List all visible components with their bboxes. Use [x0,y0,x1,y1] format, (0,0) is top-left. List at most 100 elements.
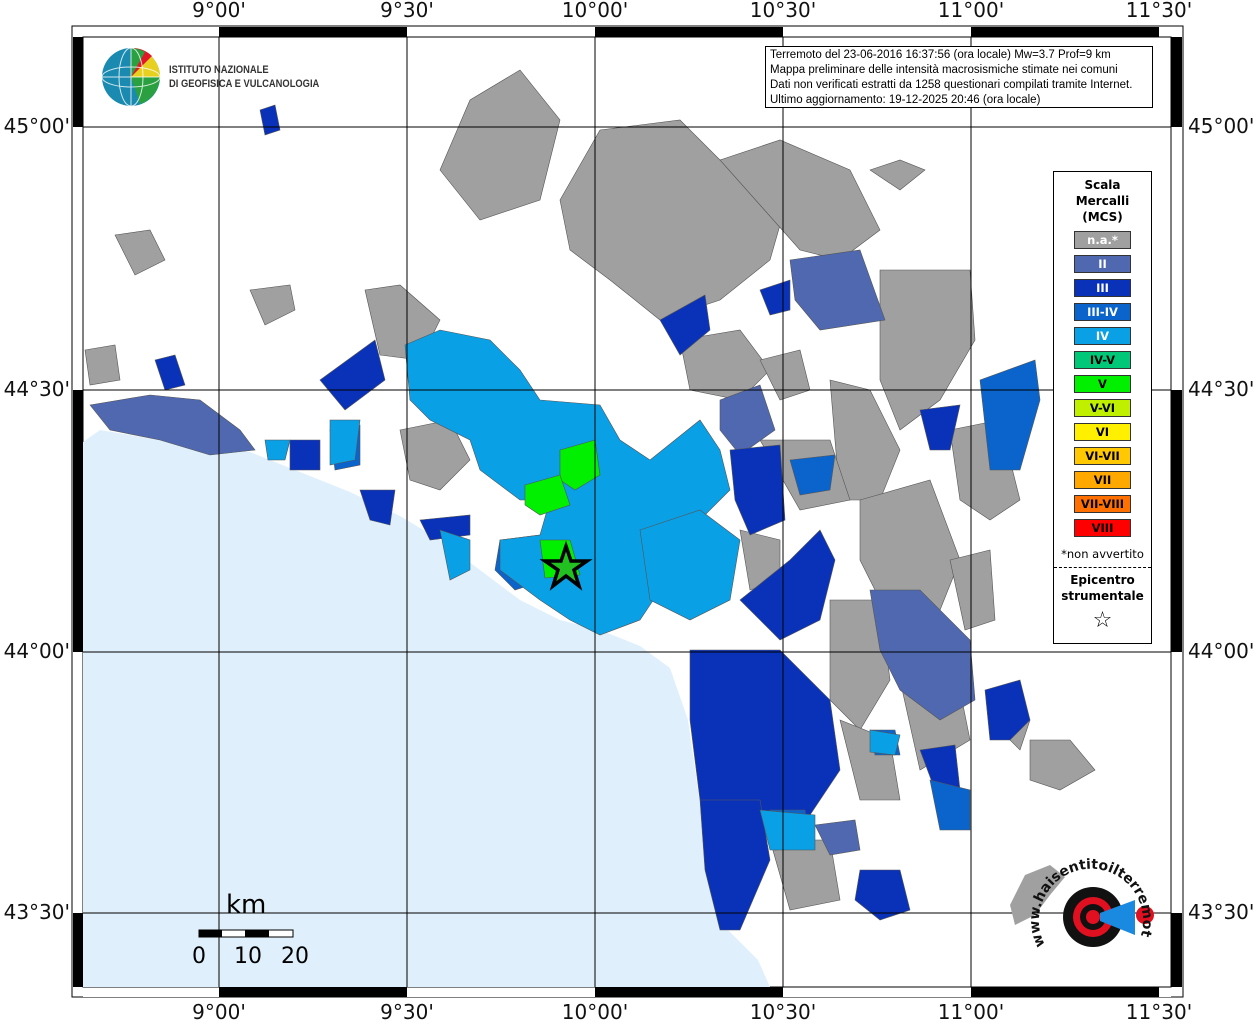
event-info-box: Terremoto del 23-06-2016 16:37:56 (ora l… [765,46,1153,108]
epicenter-label-line: strumentale [1061,589,1144,603]
scale-tick: 20 [281,944,309,969]
municipality [869,589,976,721]
municipality [699,799,771,931]
municipality [719,139,881,261]
legend-title-line: Scala [1084,178,1121,192]
municipality [249,284,296,326]
legend-divider [1054,567,1151,568]
axis-label: 9°00' [192,1000,246,1024]
ingv-globe-logo [101,47,161,107]
axis-label: 9°30' [380,0,434,22]
frame-segment [219,27,407,37]
frame-segment [73,913,83,987]
scale-unit: km [226,890,267,920]
legend-swatch: III-IV [1074,303,1131,321]
map-frame [73,27,1182,997]
legend-swatch: VI [1074,423,1131,441]
epicenter-label: Epicentro strumentale [1054,572,1151,604]
municipality [1029,739,1096,791]
sea [83,430,770,987]
municipality [639,509,741,621]
municipality [329,419,361,466]
frame-segment [407,987,595,997]
axis-label: 11°00' [937,1000,1005,1024]
municipality [154,354,186,391]
frame-segment [1159,27,1171,37]
municipality [719,384,776,456]
axis-label: 45°00' [3,114,70,138]
legend-swatch: VII-VIII [1074,495,1131,513]
municipality [114,229,166,276]
frame-segment [595,27,783,37]
axis-label: 44°30' [1188,377,1255,401]
legend-swatch: V-VI [1074,399,1131,417]
legend-swatch: n.a.* [1074,231,1131,249]
municipality [739,529,836,641]
legend-swatch: IV-V [1074,351,1131,369]
municipality [729,444,786,536]
municipality [264,439,291,461]
legend-swatch: VII [1074,471,1131,489]
axis-label: 43°30' [1188,900,1255,924]
municipality [679,329,771,401]
municipality [659,294,711,356]
axis-label: 10°30' [749,1000,817,1024]
legend-note: *non avvertito [1061,547,1144,561]
legend: Scala Mercalli (MCS) n.a.* II III III-IV IV I… [1053,171,1152,644]
legend-swatch: III [1074,279,1131,297]
info-line: Terremoto del 23-06-2016 16:37:56 (ora l… [770,49,1111,61]
legend-title: Scala Mercalli (MCS) [1054,177,1151,225]
frame-segment [407,27,595,37]
graticule [83,37,1171,987]
axis-label: 44°30' [3,377,70,401]
frame-segment [1171,37,1182,127]
frame-segment [783,27,971,37]
axis-label: 43°30' [3,900,70,924]
axis-label: 9°00' [192,0,246,22]
municipality [869,729,901,756]
legend-swatch: II [1074,255,1131,273]
municipality [289,439,321,471]
frame-segment [219,987,407,997]
legend-title-line: Mercalli [1075,194,1130,208]
municipality [789,454,836,496]
legend-swatch: VI-VII [1074,447,1131,465]
legend-swatch: VIII [1074,519,1131,537]
frame-segment [783,987,971,997]
logo-line: ISTITUTO NAZIONALE [169,64,269,76]
axis-label: 44°00' [3,639,70,663]
municipality [89,394,256,456]
epicenter-star [539,540,593,591]
municipality [789,249,886,331]
municipality [419,514,471,541]
municipality [949,549,996,631]
epicenter-label-line: Epicentro [1070,573,1135,587]
scale-tick: 0 [192,944,206,969]
frame-segment [971,27,1159,37]
frame-segment [1171,913,1182,987]
scale-tick: 10 [234,944,262,969]
axis-label: 45°00' [1188,114,1255,138]
frame-segment [1159,987,1171,997]
haisentito-logo: www.haisentitoilterremoto.it [1005,855,1155,950]
municipality [359,489,396,526]
municipality [979,359,1041,471]
frame-segment [595,987,783,997]
axis-label: 10°00' [561,0,629,22]
frame-segment [73,652,83,913]
logo-line: DI GEOFISICA E VULCANOLOGIA [169,78,320,90]
municipality [524,474,571,516]
municipality [319,339,386,411]
municipality [759,809,816,851]
frame-segment [971,987,1159,997]
legend-swatch: V [1074,375,1131,393]
info-line: Mappa preliminare delle intensità macros… [770,64,1118,76]
axis-label: 11°30' [1125,1000,1193,1024]
frame-segment [83,987,219,997]
axis-label: 11°00' [937,0,1005,22]
frame-segment [83,27,219,37]
ingv-logo-text: ISTITUTO NAZIONALE DI GEOFISICA E VULCAN… [169,63,319,91]
frame-segment [73,37,83,127]
